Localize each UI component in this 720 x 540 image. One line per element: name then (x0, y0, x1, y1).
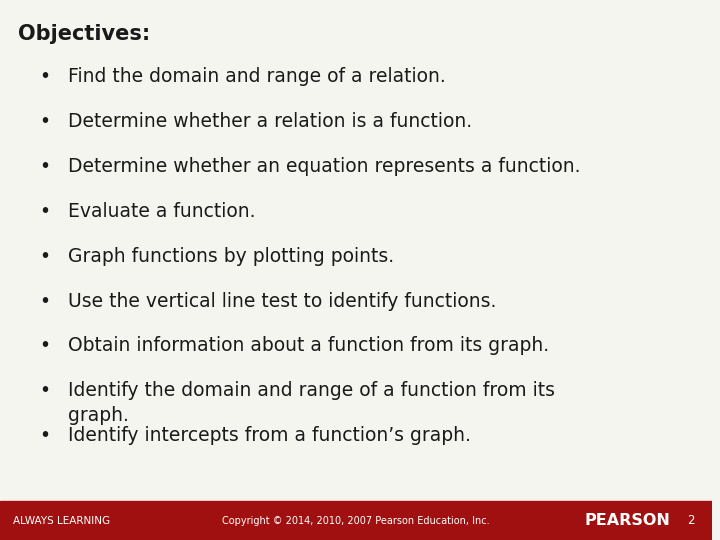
Text: Obtain information about a function from its graph.: Obtain information about a function from… (68, 336, 549, 355)
Text: 2: 2 (688, 514, 695, 527)
Text: Graph functions by plotting points.: Graph functions by plotting points. (68, 247, 394, 266)
Text: Copyright © 2014, 2010, 2007 Pearson Education, Inc.: Copyright © 2014, 2010, 2007 Pearson Edu… (222, 516, 490, 525)
Text: •: • (39, 112, 50, 131)
Text: Identify intercepts from a function’s graph.: Identify intercepts from a function’s gr… (68, 426, 471, 445)
Text: Use the vertical line test to identify functions.: Use the vertical line test to identify f… (68, 292, 496, 310)
Text: •: • (39, 426, 50, 445)
Text: Determine whether a relation is a function.: Determine whether a relation is a functi… (68, 112, 472, 131)
Text: Find the domain and range of a relation.: Find the domain and range of a relation. (68, 68, 446, 86)
Text: Evaluate a function.: Evaluate a function. (68, 202, 255, 221)
Text: •: • (39, 68, 50, 86)
Bar (0, 501, 713, 540)
Text: Objectives:: Objectives: (18, 24, 150, 44)
Text: ALWAYS LEARNING: ALWAYS LEARNING (13, 516, 110, 525)
Text: •: • (39, 336, 50, 355)
Text: •: • (39, 157, 50, 176)
Text: Determine whether an equation represents a function.: Determine whether an equation represents… (68, 157, 580, 176)
Text: •: • (39, 292, 50, 310)
Text: Identify the domain and range of a function from its
graph.: Identify the domain and range of a funct… (68, 381, 554, 425)
Text: •: • (39, 247, 50, 266)
Text: •: • (39, 202, 50, 221)
Text: PEARSON: PEARSON (584, 513, 670, 528)
Text: •: • (39, 381, 50, 400)
